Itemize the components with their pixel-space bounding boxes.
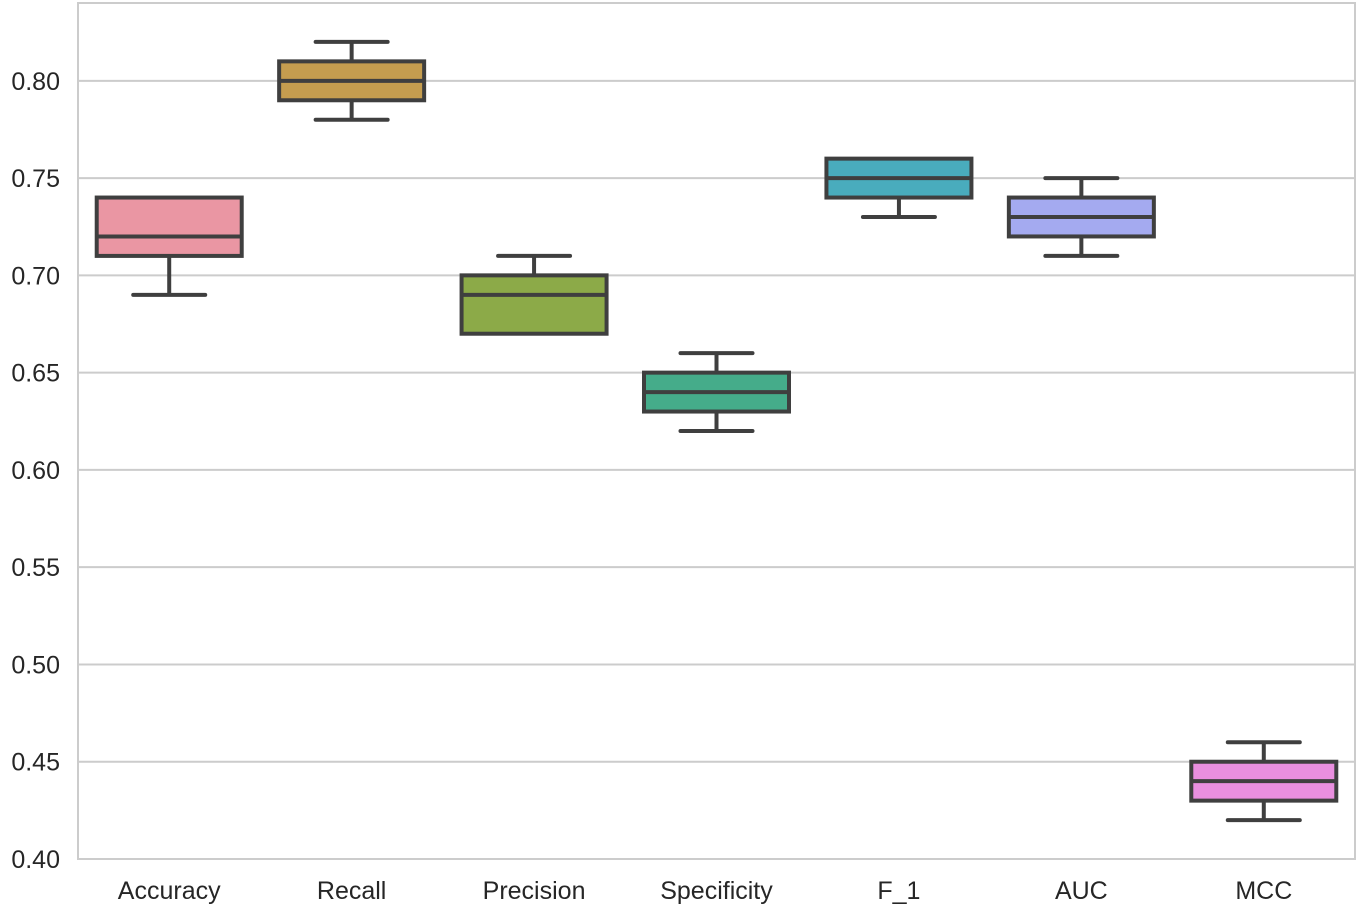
- x-tick-label: AUC: [1055, 877, 1108, 905]
- y-tick-label: 0.55: [11, 554, 60, 582]
- x-tick-label: F_1: [877, 877, 920, 905]
- plot-frame: [77, 2, 1356, 860]
- y-tick-label: 0.75: [11, 165, 60, 193]
- x-tick-label: Recall: [317, 877, 386, 905]
- x-tick-label: Accuracy: [118, 877, 221, 905]
- x-tick-label: MCC: [1235, 877, 1292, 905]
- box-accuracy: [94, 195, 244, 258]
- y-tick-label: 0.80: [11, 68, 60, 96]
- y-tick-label: 0.50: [11, 651, 60, 679]
- x-tick-label: Precision: [483, 877, 586, 905]
- y-tick-label: 0.70: [11, 262, 60, 290]
- x-tick-label: Specificity: [660, 877, 773, 905]
- y-tick-label: 0.45: [11, 749, 60, 777]
- y-tick-label: 0.60: [11, 457, 60, 485]
- y-tick-label: 0.40: [11, 846, 60, 874]
- box-precision: [459, 273, 609, 336]
- y-tick-label: 0.65: [11, 360, 60, 388]
